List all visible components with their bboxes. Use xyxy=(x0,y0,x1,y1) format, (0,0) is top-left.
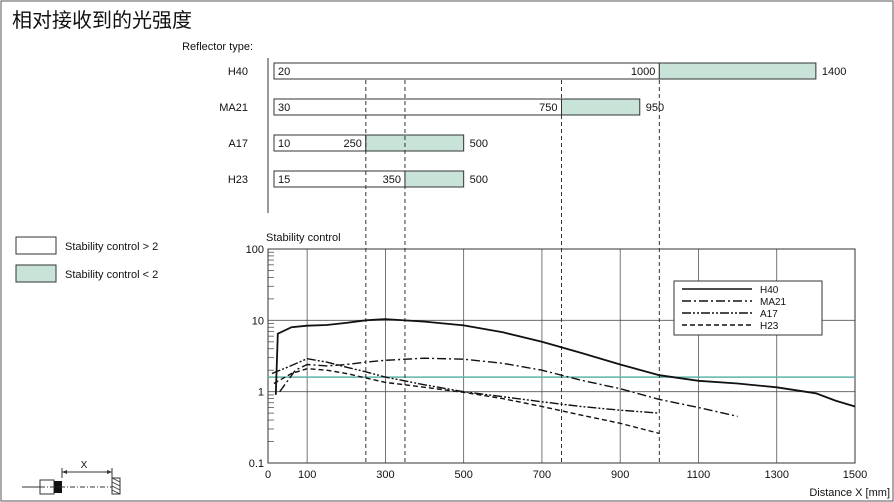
reflector-label-ma21: MA21 xyxy=(219,102,248,114)
legend-box-gt2 xyxy=(15,236,57,255)
stability-legend: Stability control > 2 Stability control … xyxy=(15,236,158,283)
legend-label-lt2: Stability control < 2 xyxy=(65,269,158,281)
legend-label-a17: A17 xyxy=(760,309,778,320)
bar-min-label-h23: 15 xyxy=(278,174,290,186)
series-line-h23 xyxy=(273,367,660,435)
y-tick-label: 0.1 xyxy=(249,458,264,470)
x-tick-label: 1100 xyxy=(687,469,711,481)
legend-label-h23: H23 xyxy=(760,321,779,332)
page-title: 相对接收到的光强度 xyxy=(12,9,192,32)
bar-green-h40 xyxy=(658,62,817,80)
x-tick-label: 1500 xyxy=(843,469,867,481)
reflector-label-h23: H23 xyxy=(228,174,248,186)
series-line-a17 xyxy=(271,357,660,414)
x-tick-label: 500 xyxy=(454,469,472,481)
legend-box-lt2 xyxy=(15,264,57,283)
x-tick-label: 900 xyxy=(611,469,629,481)
x-axis-label: Distance X [mm] xyxy=(809,487,890,499)
y-tick-label: 100 xyxy=(246,244,264,256)
bar-min-label-a17: 10 xyxy=(278,138,290,150)
x-tick-label: 1300 xyxy=(764,469,788,481)
x-tick-label: 0 xyxy=(265,469,271,481)
bar-max-label-h23: 500 xyxy=(470,174,488,186)
bar-max-label-a17: 500 xyxy=(470,138,488,150)
bar-threshold-label-h40: 1000 xyxy=(631,66,655,78)
y-tick-label: 10 xyxy=(252,315,264,327)
bar-green-a17 xyxy=(365,134,465,152)
bar-threshold-label-ma21: 750 xyxy=(539,102,557,114)
bar-green-ma21 xyxy=(561,98,641,116)
bar-threshold-label-h23: 350 xyxy=(383,174,401,186)
diagram-x-label: X xyxy=(81,460,88,471)
bar-white-h40 xyxy=(273,62,660,80)
reflector-label-a17: A17 xyxy=(228,138,248,150)
bar-max-label-h40: 1400 xyxy=(822,66,846,78)
y-axis-label: Stability control xyxy=(266,232,341,244)
y-tick-label: 1 xyxy=(258,387,264,399)
bar-white-ma21 xyxy=(273,98,562,116)
x-tick-label: 700 xyxy=(533,469,551,481)
reflector-header: Reflector type: xyxy=(182,41,253,53)
bar-threshold-label-a17: 250 xyxy=(343,138,361,150)
bar-max-label-ma21: 950 xyxy=(646,102,664,114)
legend-label-h40: H40 xyxy=(760,285,779,296)
series-line-h40 xyxy=(274,318,856,408)
x-tick-label: 100 xyxy=(298,469,316,481)
bar-green-h23 xyxy=(404,170,465,188)
reflector-label-h40: H40 xyxy=(228,66,248,78)
legend-label-gt2: Stability control > 2 xyxy=(65,241,158,253)
series-legend xyxy=(673,280,823,336)
series-line-ma21 xyxy=(279,357,738,418)
legend-label-ma21: MA21 xyxy=(760,297,787,308)
bar-min-label-ma21: 30 xyxy=(278,102,290,114)
range-bars: H40 20 1000 1400 MA21 30 750 950 A17 10 250 500 H23 1… xyxy=(219,58,846,213)
sensor-diagram-icon: X xyxy=(22,460,121,495)
line-plot: 0.1 1 10 100 0 100 300 500 700 900 1100 1300 1500 Sta… xyxy=(246,80,890,499)
bar-min-label-h40: 20 xyxy=(278,66,290,78)
x-tick-label: 300 xyxy=(376,469,394,481)
